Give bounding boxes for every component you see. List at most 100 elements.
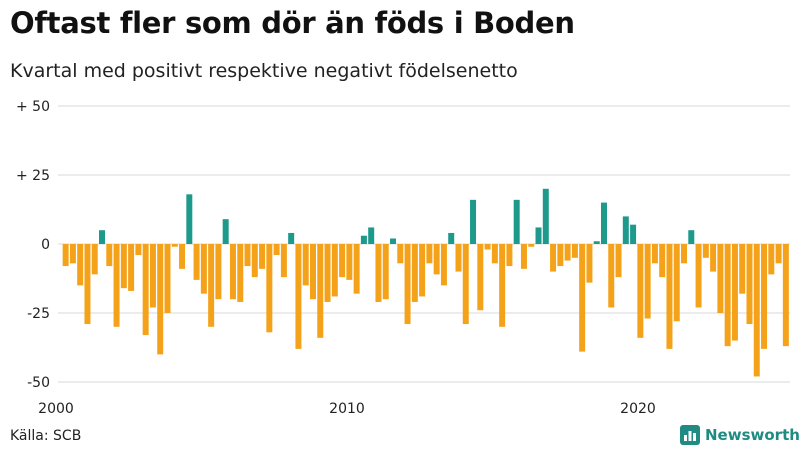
- bar: [237, 244, 244, 302]
- bar: [681, 244, 688, 264]
- bar: [579, 244, 586, 352]
- bar: [484, 244, 491, 250]
- bar: [179, 244, 186, 269]
- bar: [353, 244, 360, 294]
- bar: [404, 244, 411, 325]
- bar: [186, 194, 193, 244]
- bar: [440, 244, 447, 286]
- bar: [120, 244, 127, 289]
- bar: [215, 244, 222, 300]
- bar: [208, 244, 215, 327]
- bar: [77, 244, 84, 286]
- bar: [251, 244, 258, 278]
- bar: [571, 244, 578, 258]
- bar: [426, 244, 433, 264]
- bar: [761, 244, 768, 349]
- bar: [622, 216, 629, 244]
- brand-logo[interactable]: Newsworthy: [680, 425, 800, 445]
- bar: [99, 230, 106, 244]
- bar: [128, 244, 135, 291]
- y-axis-ticks: + 50 + 25 0 -25 -50: [16, 99, 50, 391]
- bar: [477, 244, 484, 311]
- bar: [259, 244, 266, 269]
- bar: [724, 244, 731, 347]
- bar: [782, 244, 789, 347]
- bar: [142, 244, 149, 336]
- bar: [288, 232, 295, 244]
- y-tick-label: 0: [41, 237, 50, 253]
- bar: [739, 244, 746, 294]
- bar: [673, 244, 680, 322]
- bar: [273, 244, 280, 256]
- bar: [491, 244, 498, 264]
- bar: [513, 199, 520, 244]
- chart-subtitle: Kvartal med positivt respektive negativt…: [10, 60, 518, 82]
- bar: [346, 244, 353, 280]
- bar: [462, 244, 469, 325]
- bar: [368, 227, 375, 244]
- bar: [419, 244, 426, 297]
- bar: [637, 244, 644, 338]
- bar: [317, 244, 324, 338]
- bar: [433, 244, 440, 275]
- bar: [630, 224, 637, 244]
- bar: [710, 244, 717, 272]
- newsworthy-logo-icon: [680, 425, 700, 445]
- bar: [171, 244, 178, 247]
- bar: [135, 244, 142, 256]
- bar: [266, 244, 273, 333]
- bar: [339, 244, 346, 278]
- bar: [149, 244, 156, 308]
- bar: [535, 227, 542, 244]
- bar: [62, 244, 69, 267]
- bar: [550, 244, 557, 272]
- bar: [222, 219, 229, 244]
- bar: [331, 244, 338, 297]
- bar: [91, 244, 98, 275]
- y-tick-label: -50: [27, 375, 50, 391]
- bar: [200, 244, 207, 294]
- bar: [659, 244, 666, 278]
- bar: [775, 244, 782, 264]
- x-axis-ticks: 2000 2010 2020: [38, 401, 656, 417]
- bar: [753, 244, 760, 377]
- brand-name: Newsworthy: [705, 426, 800, 444]
- bar: [448, 232, 455, 244]
- bar: [470, 199, 477, 244]
- bar: [229, 244, 236, 300]
- source-note: Källa: SCB: [10, 428, 82, 444]
- bar: [193, 244, 200, 280]
- bar: [113, 244, 120, 327]
- bar: [608, 244, 615, 308]
- bars: [62, 188, 789, 377]
- bar: [688, 230, 695, 244]
- x-tick-label: 2020: [620, 401, 656, 417]
- x-tick-label: 2010: [329, 401, 365, 417]
- bar: [564, 244, 571, 261]
- bar: [360, 235, 367, 244]
- bar: [768, 244, 775, 275]
- x-tick-label: 2000: [38, 401, 74, 417]
- bar: [644, 244, 651, 319]
- bar: [455, 244, 462, 272]
- bar: [157, 244, 164, 355]
- bar: [397, 244, 404, 264]
- y-tick-label: + 25: [16, 168, 50, 184]
- bar: [499, 244, 506, 327]
- bar: [382, 244, 389, 300]
- bar: [666, 244, 673, 349]
- bar: [280, 244, 287, 278]
- bar: [295, 244, 302, 349]
- y-tick-label: -25: [27, 306, 50, 322]
- bar: [69, 244, 76, 264]
- bar: [528, 244, 535, 247]
- bar: [695, 244, 702, 308]
- bar: [600, 202, 607, 244]
- bar: [411, 244, 418, 302]
- bar: [615, 244, 622, 278]
- bar: [106, 244, 113, 267]
- bar: [542, 188, 549, 244]
- bar: [557, 244, 564, 267]
- bar: [651, 244, 658, 264]
